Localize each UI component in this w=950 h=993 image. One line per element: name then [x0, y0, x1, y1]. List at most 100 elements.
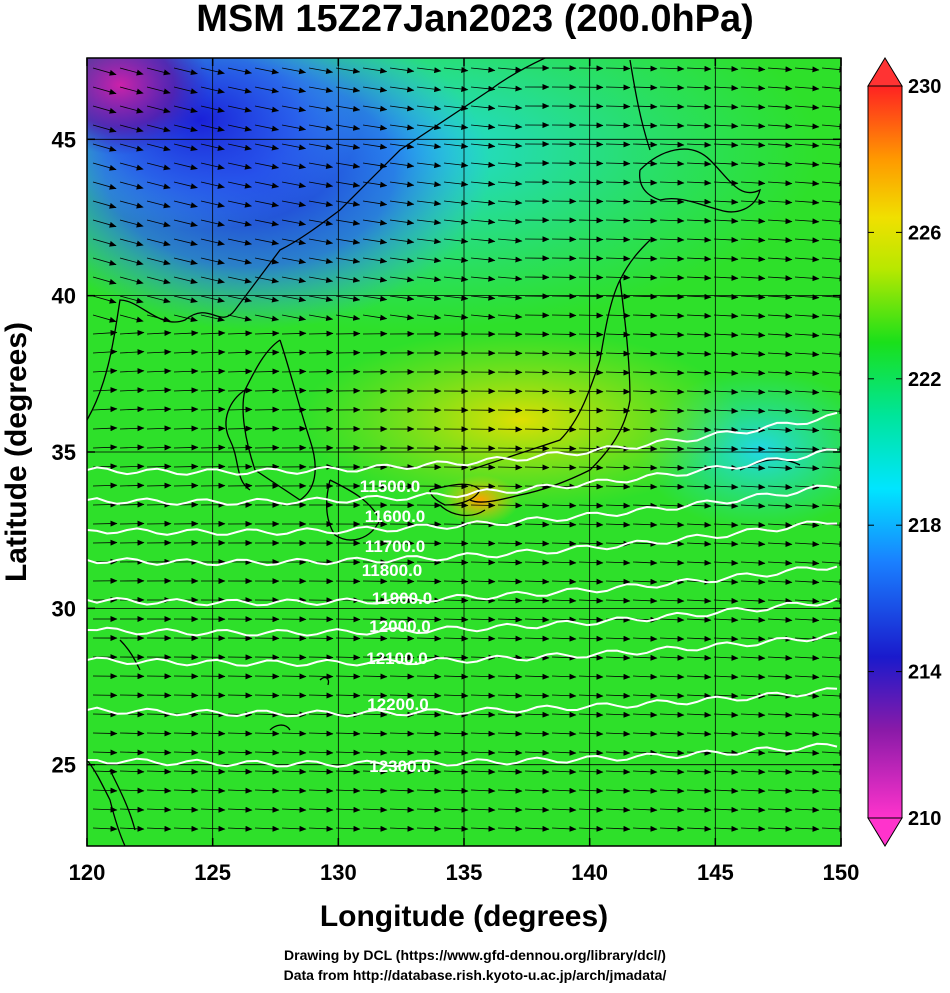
y-axis-title: Latitude (degrees): [0, 322, 33, 582]
wind-arrow: [713, 768, 739, 775]
wind-arrow: [659, 749, 685, 756]
wind-arrow: [497, 825, 523, 832]
wind-arrow: [308, 806, 334, 813]
wind-arrow: [92, 181, 117, 190]
wind-arrow: [416, 806, 442, 813]
wind-arrow: [470, 730, 496, 737]
wind-arrow: [659, 407, 685, 414]
wind-arrow: [632, 426, 658, 433]
wind-arrow: [794, 617, 820, 624]
wind-arrow: [686, 160, 712, 167]
wind-arrow: [659, 331, 685, 338]
wind-arrow: [173, 463, 199, 470]
wind-arrow: [659, 141, 685, 148]
colorbar-tick-label: 214: [908, 662, 942, 684]
wind-arrow: [470, 142, 496, 149]
wind-arrow: [794, 256, 820, 263]
wind-arrow: [632, 122, 658, 129]
wind-arrow: [767, 161, 793, 168]
wind-arrow: [281, 749, 307, 756]
wind-arrow: [821, 560, 841, 567]
wind-arrow: [146, 124, 171, 133]
colorbar-max-triangle: [867, 57, 903, 87]
wind-arrow: [632, 179, 658, 186]
wind-arrow: [173, 444, 199, 451]
wind-arrow: [443, 257, 469, 263]
wind-arrow: [605, 407, 631, 414]
wind-arrow: [605, 65, 631, 72]
wind-arrow: [470, 692, 496, 699]
wind-arrow: [416, 162, 442, 169]
wind-arrow: [551, 331, 577, 338]
wind-arrow: [497, 559, 523, 566]
wind-arrow: [92, 501, 118, 508]
wind-arrow: [335, 787, 361, 794]
wind-arrow: [821, 427, 841, 434]
wind-arrow: [308, 67, 334, 75]
wind-arrow: [794, 180, 820, 187]
wind-arrow: [821, 655, 841, 662]
wind-arrow: [605, 825, 631, 832]
wind-arrow: [605, 141, 631, 148]
wind-arrow: [200, 444, 226, 451]
wind-arrow: [416, 276, 442, 283]
wind-arrow: [227, 295, 252, 303]
wind-arrow: [713, 521, 739, 528]
wind-arrow: [470, 749, 496, 756]
wind-arrow: [173, 105, 198, 114]
wind-arrow: [443, 105, 469, 111]
wind-arrow: [200, 711, 226, 718]
wind-arrow: [227, 86, 252, 94]
wind-arrow: [713, 293, 739, 300]
wind-arrow: [443, 673, 469, 680]
wind-arrow: [119, 181, 144, 190]
wind-arrow: [659, 464, 685, 471]
x-tick-label: 140: [571, 860, 608, 885]
wind-arrow: [659, 445, 685, 452]
wind-arrow: [740, 540, 766, 547]
wind-arrow: [281, 105, 307, 113]
wind-arrow: [740, 673, 766, 680]
wind-arrow: [416, 219, 442, 226]
x-axis-ticks: 120 125 130 135 140 145 150: [69, 58, 859, 885]
wind-arrow: [740, 521, 766, 528]
wind-arrow: [578, 597, 604, 604]
wind-arrow: [578, 787, 604, 794]
wind-arrow: [335, 200, 361, 207]
wind-arrow: [335, 825, 361, 832]
wind-arrow: [821, 825, 841, 832]
wind-arrow: [524, 768, 550, 775]
wind-arrow: [821, 275, 841, 282]
wind-arrow: [524, 673, 550, 680]
colorbar-tick-label: 222: [908, 369, 941, 391]
y-tick-label: 35: [52, 440, 76, 465]
wind-arrow: [578, 293, 604, 300]
wind-arrow: [524, 730, 550, 737]
wind-arrow: [713, 84, 739, 91]
wind-arrow: [686, 293, 712, 300]
wind-arrow: [794, 749, 820, 756]
wind-arrow: [713, 654, 739, 661]
wind-arrow: [767, 598, 793, 604]
wind-arrow: [713, 369, 739, 376]
wind-arrow: [254, 387, 280, 394]
wind-arrow: [578, 331, 604, 338]
wind-arrow: [335, 692, 361, 699]
wind-arrow: [281, 162, 307, 170]
wind-arrow: [659, 825, 685, 832]
wind-arrow: [740, 768, 766, 775]
wind-arrow: [227, 749, 253, 756]
wind-arrow: [659, 711, 685, 718]
wind-arrow: [524, 521, 550, 528]
wind-arrow: [821, 674, 841, 681]
wind-arrow: [362, 654, 388, 661]
wind-arrow: [173, 787, 199, 794]
wind-arrow: [308, 825, 334, 832]
wind-arrow: [119, 444, 145, 451]
wind-arrow: [146, 200, 171, 209]
wind-arrow: [686, 65, 712, 72]
wind-arrow: [578, 749, 604, 756]
wind-arrow: [578, 578, 604, 585]
wind-arrow: [632, 692, 658, 699]
height-contour-line: [87, 597, 838, 637]
